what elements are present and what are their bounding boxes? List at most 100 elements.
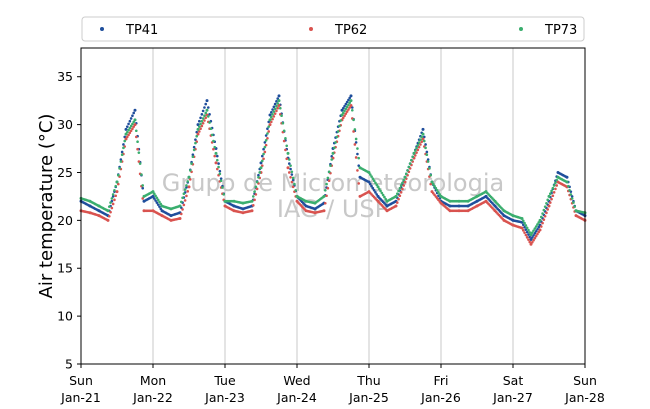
data-point xyxy=(348,106,352,109)
data-point xyxy=(273,107,277,111)
data-point xyxy=(527,228,530,232)
data-point xyxy=(254,185,258,189)
data-point xyxy=(181,208,184,211)
data-point xyxy=(183,199,187,202)
data-point xyxy=(134,129,138,133)
data-point xyxy=(285,144,289,148)
data-point xyxy=(214,161,218,165)
data-point xyxy=(196,127,200,131)
data-point xyxy=(131,122,134,126)
data-point xyxy=(290,173,294,176)
data-point xyxy=(543,205,547,208)
data-point xyxy=(339,119,343,122)
legend: TP41 TP62 TP73 xyxy=(81,16,585,42)
data-point xyxy=(555,178,559,182)
data-point xyxy=(111,193,115,196)
y-tick-label: 25 xyxy=(57,165,73,180)
legend-label-tp73: TP73 xyxy=(544,23,577,38)
data-point xyxy=(565,175,569,179)
data-point xyxy=(521,229,525,232)
data-point xyxy=(191,155,195,159)
data-point xyxy=(381,193,385,197)
data-point xyxy=(383,195,386,199)
data-point xyxy=(420,140,424,144)
data-point xyxy=(129,124,133,128)
data-point xyxy=(114,184,118,188)
data-point xyxy=(520,216,524,220)
data-point xyxy=(349,103,353,107)
data-point xyxy=(289,175,292,179)
data-point xyxy=(289,164,292,167)
legend-marker-tp41 xyxy=(100,27,104,31)
data-point xyxy=(554,181,557,185)
data-point xyxy=(257,175,260,179)
data-point xyxy=(125,135,129,139)
data-point xyxy=(371,186,375,190)
data-point xyxy=(566,184,570,188)
x-tick-label-date: Jan-27 xyxy=(492,390,533,405)
x-tick-label-date: Jan-21 xyxy=(60,390,101,405)
data-point xyxy=(188,178,192,181)
data-point xyxy=(572,201,575,204)
data-point xyxy=(550,189,553,193)
data-point xyxy=(289,167,292,171)
data-point xyxy=(155,201,159,204)
data-point xyxy=(525,230,529,234)
data-point xyxy=(122,146,125,150)
data-point xyxy=(124,137,128,141)
data-point xyxy=(525,236,529,239)
data-point xyxy=(127,133,130,137)
data-point xyxy=(406,169,409,172)
data-point xyxy=(111,195,115,198)
data-point xyxy=(197,130,201,133)
data-point xyxy=(374,191,377,194)
data-point xyxy=(182,203,186,207)
data-point xyxy=(208,121,211,124)
data-point xyxy=(269,120,273,124)
data-point xyxy=(222,193,226,196)
x-tick-label-day: Tue xyxy=(213,373,236,388)
data-point xyxy=(106,218,110,222)
data-point xyxy=(125,125,129,128)
x-tick-label-date: Jan-22 xyxy=(132,390,173,405)
data-point xyxy=(533,236,537,240)
data-point xyxy=(152,192,156,195)
data-point xyxy=(203,119,206,122)
data-point xyxy=(357,156,361,160)
data-point xyxy=(419,143,422,146)
data-point xyxy=(271,113,274,116)
data-point xyxy=(124,132,128,136)
data-point xyxy=(403,180,407,184)
data-point xyxy=(530,240,534,244)
data-point xyxy=(341,116,345,120)
data-point xyxy=(133,108,137,112)
data-point xyxy=(287,171,291,174)
data-point xyxy=(107,214,111,218)
data-point xyxy=(548,192,552,195)
data-point xyxy=(532,234,535,237)
data-point xyxy=(545,211,548,215)
y-tick-label: 5 xyxy=(65,357,73,372)
data-point xyxy=(206,106,210,109)
data-point xyxy=(219,179,223,182)
data-point xyxy=(264,134,268,137)
data-point xyxy=(251,195,255,198)
data-point xyxy=(568,188,571,192)
data-point xyxy=(341,106,345,110)
data-point xyxy=(183,188,187,191)
data-point xyxy=(267,130,271,133)
x-tick-label-day: Mon xyxy=(140,373,166,388)
data-point xyxy=(254,193,258,196)
data-point xyxy=(262,157,265,161)
data-point xyxy=(273,112,277,115)
data-point xyxy=(190,162,193,165)
data-point xyxy=(158,205,161,208)
data-point xyxy=(209,127,213,131)
data-point xyxy=(159,207,163,211)
data-point xyxy=(372,188,376,192)
data-point xyxy=(350,108,354,112)
data-point xyxy=(294,188,298,192)
data-point xyxy=(281,121,285,125)
data-point xyxy=(411,155,415,159)
data-point xyxy=(197,125,201,128)
